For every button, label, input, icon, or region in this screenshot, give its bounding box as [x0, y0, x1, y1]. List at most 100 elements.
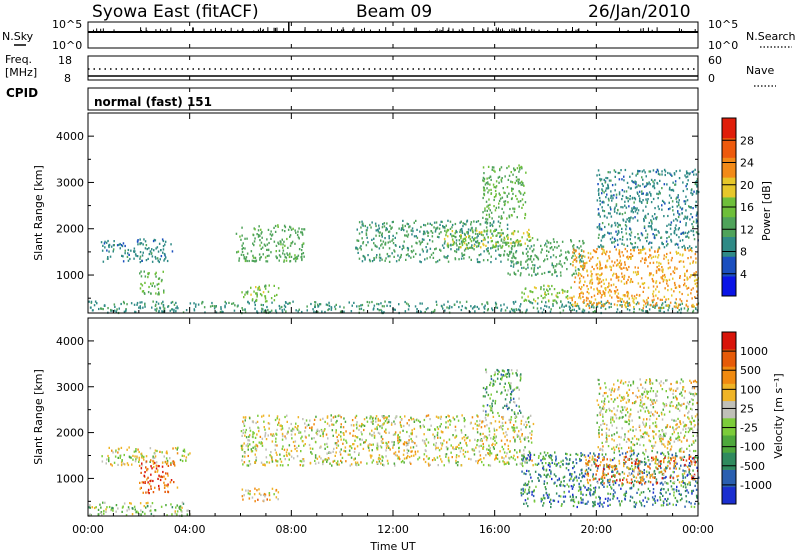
power-cell: [622, 218, 624, 221]
velocity-cell: [480, 439, 482, 442]
velocity-cell: [427, 428, 429, 431]
power-cell: [407, 253, 409, 256]
power-cell: [665, 244, 668, 247]
power-cell: [695, 307, 697, 310]
power-cell: [491, 232, 493, 235]
velocity-cell: [402, 429, 404, 432]
velocity-cell: [673, 488, 675, 491]
velocity-cell: [520, 419, 523, 422]
power-cell: [461, 252, 463, 255]
power-cell: [294, 229, 296, 232]
velocity-cell: [363, 418, 366, 421]
power-cell: [438, 227, 441, 230]
velocity-cell: [352, 424, 355, 427]
power-ytick-label: 1000: [56, 269, 84, 282]
power-cell: [588, 259, 591, 262]
power-cell: [654, 250, 656, 253]
velocity-cell: [140, 509, 142, 512]
velocity-cell: [338, 433, 340, 436]
power-cell: [484, 207, 486, 210]
power-cell: [221, 310, 223, 313]
power-cell: [600, 267, 602, 270]
power-cell: [543, 260, 545, 263]
power-cell: [675, 233, 678, 237]
power-cell: [636, 185, 638, 188]
power-cell: [603, 201, 605, 204]
power-cell: [661, 199, 664, 202]
velocity-cell: [148, 483, 151, 486]
power-cell: [419, 243, 422, 246]
velocity-cell: [279, 458, 282, 461]
velocity-cell: [560, 460, 562, 463]
velocity-cell: [119, 454, 121, 457]
power-cell: [548, 250, 550, 253]
power-colorbar-tick-label: 16: [740, 201, 754, 214]
power-cell: [400, 255, 402, 258]
power-cell: [571, 308, 574, 311]
power-cell: [669, 207, 671, 210]
power-cell: [446, 230, 448, 233]
power-cell: [374, 222, 377, 225]
velocity-cell: [356, 445, 359, 448]
power-cell: [597, 282, 599, 285]
power-cell: [487, 247, 489, 250]
velocity-cell: [507, 408, 509, 411]
power-cell: [158, 282, 160, 285]
power-cell: [259, 239, 261, 242]
velocity-cell: [343, 432, 345, 435]
power-cell: [543, 271, 546, 275]
power-cell: [500, 234, 503, 237]
power-cell: [479, 223, 482, 226]
power-cell: [260, 247, 262, 250]
power-cell: [599, 289, 601, 293]
velocity-cell: [108, 505, 111, 509]
power-cell: [614, 183, 617, 186]
velocity-cell: [575, 458, 577, 461]
velocity-cell: [510, 455, 513, 459]
power-cell: [578, 252, 580, 255]
velocity-cell: [492, 446, 495, 449]
velocity-cell: [327, 457, 330, 460]
power-cell: [629, 175, 631, 178]
velocity-cell: [496, 428, 498, 432]
power-cell: [260, 303, 263, 306]
velocity-cell: [349, 432, 351, 435]
power-cell: [546, 245, 548, 248]
power-cell: [669, 251, 672, 254]
power-cell: [468, 256, 471, 259]
velocity-cell: [458, 447, 460, 450]
velocity-cell: [625, 491, 628, 494]
velocity-cell: [489, 409, 492, 412]
power-cell: [591, 281, 594, 284]
power-cell: [365, 244, 368, 247]
power-cell: [654, 303, 657, 306]
power-cell: [648, 191, 651, 194]
power-cell: [122, 255, 124, 258]
velocity-cell: [324, 443, 326, 446]
power-cell: [589, 252, 592, 255]
power-cell: [155, 292, 157, 295]
power-cell: [601, 245, 603, 248]
power-cell: [614, 189, 616, 192]
velocity-cell: [276, 460, 279, 463]
power-cell: [574, 258, 577, 261]
velocity-cell: [367, 446, 370, 449]
velocity-cell: [594, 503, 596, 506]
power-cell: [463, 242, 466, 245]
power-cell: [658, 306, 660, 309]
power-cell: [596, 289, 599, 292]
power-cell: [598, 281, 601, 285]
power-cell: [264, 256, 267, 259]
power-cell: [383, 305, 385, 308]
power-cell: [406, 222, 408, 225]
power-cell: [459, 301, 461, 304]
velocity-cell: [143, 455, 145, 458]
velocity-cell: [531, 480, 533, 483]
power-cell: [297, 254, 300, 257]
power-cell: [480, 233, 483, 236]
velocity-cell: [407, 443, 409, 446]
power-cell: [574, 254, 576, 257]
power-cell: [652, 169, 655, 172]
power-cell: [378, 227, 380, 230]
power-cell: [676, 252, 678, 255]
